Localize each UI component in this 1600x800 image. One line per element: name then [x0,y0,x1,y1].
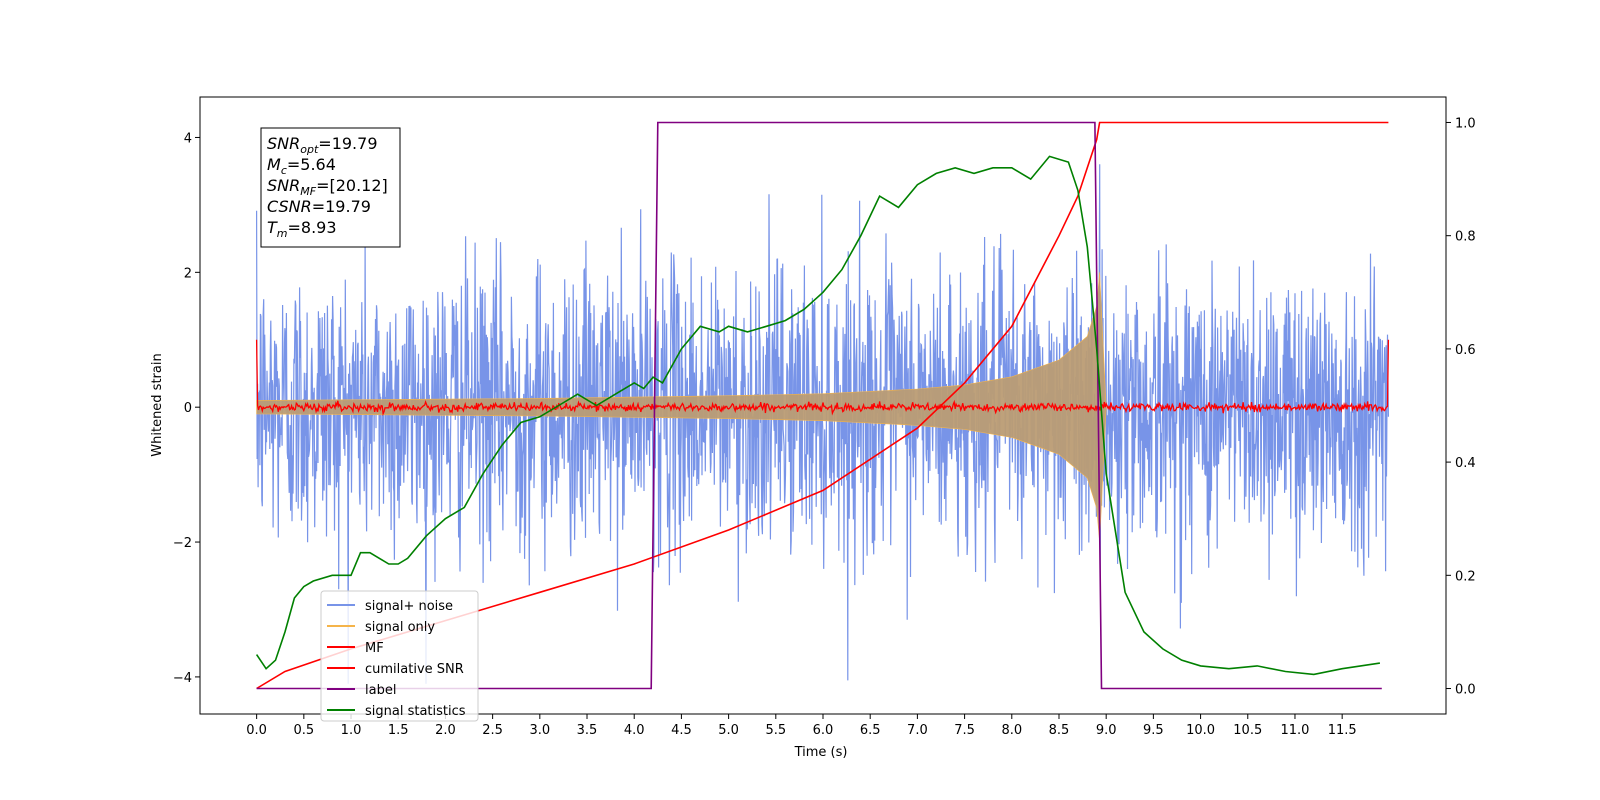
x-tick-label: 6.0 [813,723,834,738]
x-tick-label: 3.0 [529,723,550,738]
series-signal-noise [256,164,1389,684]
x-tick-label: 5.5 [765,723,786,738]
x-tick-label: 10.5 [1233,723,1262,738]
x-tick-label: 4.5 [671,723,692,738]
x-tick-label: 1.5 [388,723,409,738]
y-tick-label: −4 [173,671,192,686]
x-axis-label: Time (s) [794,745,848,760]
legend-label: signal only [365,620,435,635]
x-tick-label: 9.5 [1143,723,1164,738]
y2-tick-label: 1.0 [1455,116,1476,131]
x-tick-label: 6.5 [860,723,881,738]
legend-label: MF [365,641,384,656]
x-tick-label: 10.0 [1186,723,1215,738]
x-tick-label: 7.5 [954,723,975,738]
legend-label: cumilative SNR [365,662,464,677]
stats-box: SNRopt=19.79Mc=5.64SNRMF=[20.12]CSNR=19.… [260,127,401,248]
x-tick-label: 2.5 [482,723,503,738]
legend-label: signal+ noise [365,599,453,614]
x-tick-label: 7.0 [907,723,928,738]
y2-tick-label: 0.4 [1455,456,1476,471]
x-tick-label: 8.5 [1049,723,1070,738]
y-tick-label: 2 [184,266,192,281]
legend-frame [320,590,479,722]
x-axis: 0.0 0.5 1.0 1.5 2.0 2.5 3.0 3.5 4.0 4.5 5.0 5.5 6.0 6… [246,714,1357,738]
x-tick-label: 2.0 [435,723,456,738]
x-tick-label: 11.5 [1328,723,1357,738]
y-axis-label: Whitened strain [150,353,165,456]
y-axis-right: 1.0 0.8 0.6 0.4 0.2 0.0 [1446,116,1476,698]
series-signal-only [256,272,1107,543]
x-tick-label: 3.5 [577,723,598,738]
stats-line: Mc=5.64 [267,155,336,177]
x-tick-label: 4.0 [624,723,645,738]
y2-tick-label: 0.2 [1455,569,1476,584]
x-tick-label: 0.5 [293,723,314,738]
y-axis-left: 4 2 0 −2 −4 [173,131,200,686]
x-tick-label: 1.0 [341,723,362,738]
series-signal-statistics [255,155,1381,676]
stats-line: SNRMF=[20.12] [267,176,388,198]
legend: signal+ noise signal only MF cumilative SNR… [320,590,479,722]
y-tick-label: −2 [173,536,192,551]
legend-label: signal statistics [365,704,466,719]
stats-line: CSNR=19.79 [267,197,371,216]
stats-line: SNRopt=19.79 [267,134,378,156]
x-tick-label: 0.0 [246,723,267,738]
y2-tick-label: 0.8 [1455,230,1476,245]
stats-box-frame [260,127,401,248]
x-tick-label: 8.0 [1001,723,1022,738]
x-tick-label: 9.0 [1096,723,1117,738]
x-tick-label: 11.0 [1280,723,1309,738]
x-tick-label: 5.0 [718,723,739,738]
y2-tick-label: 0.0 [1455,683,1476,698]
legend-label: label [365,683,396,698]
y-tick-label: 4 [184,131,192,146]
series-mf [255,339,1390,417]
series-label [256,121,1382,690]
y-tick-label: 0 [184,401,192,416]
stats-line: Tm=8.93 [267,218,337,240]
y2-tick-label: 0.6 [1455,343,1476,358]
